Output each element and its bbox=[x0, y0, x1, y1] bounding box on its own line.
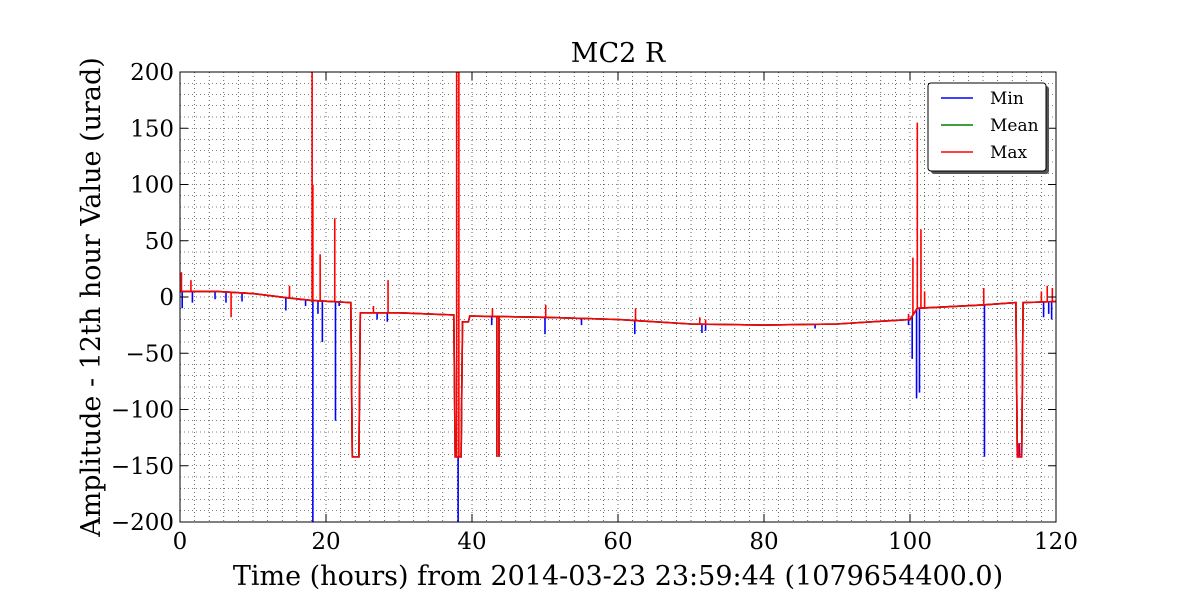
y-tick-label: −200 bbox=[111, 510, 174, 536]
x-tick-label: 80 bbox=[749, 529, 778, 555]
y-tick-label: −100 bbox=[111, 398, 174, 424]
y-tick-label: 50 bbox=[145, 229, 174, 255]
x-tick-label: 100 bbox=[888, 529, 932, 555]
y-axis-label: Amplitude - 12th hour Value (urad) bbox=[76, 57, 107, 538]
legend: Min Mean Max bbox=[927, 82, 1049, 174]
y-tick-label: 100 bbox=[130, 173, 174, 199]
x-tick-label: 60 bbox=[603, 529, 632, 555]
legend-label-max: Max bbox=[990, 143, 1028, 163]
x-tick-label: 120 bbox=[1034, 529, 1078, 555]
series-line-max bbox=[180, 290, 1057, 458]
series-group bbox=[180, 72, 1057, 522]
y-tick-label: 150 bbox=[130, 116, 174, 142]
legend-label-min: Min bbox=[990, 89, 1024, 109]
x-tick-label: 0 bbox=[173, 529, 188, 555]
legend-label-mean: Mean bbox=[990, 116, 1039, 136]
chart-title: MC2 R bbox=[571, 38, 666, 69]
y-tick-label: −50 bbox=[125, 341, 174, 367]
y-tick-label: 0 bbox=[159, 285, 174, 311]
x-tick-label: 20 bbox=[311, 529, 340, 555]
series-max bbox=[180, 72, 1057, 458]
ticks bbox=[179, 71, 1057, 523]
y-tick-label: −150 bbox=[111, 454, 174, 480]
y-tick-label: 200 bbox=[130, 60, 174, 86]
tick-labels: 0 20 40 60 80 100 120 200 150 100 50 0 −50 −100 −150 −2… bbox=[111, 60, 1078, 555]
x-axis-label: Time (hours) from 2014-03-23 23:59:44 (1… bbox=[233, 561, 1003, 592]
legend-box bbox=[927, 82, 1047, 172]
x-tick-label: 40 bbox=[457, 529, 486, 555]
